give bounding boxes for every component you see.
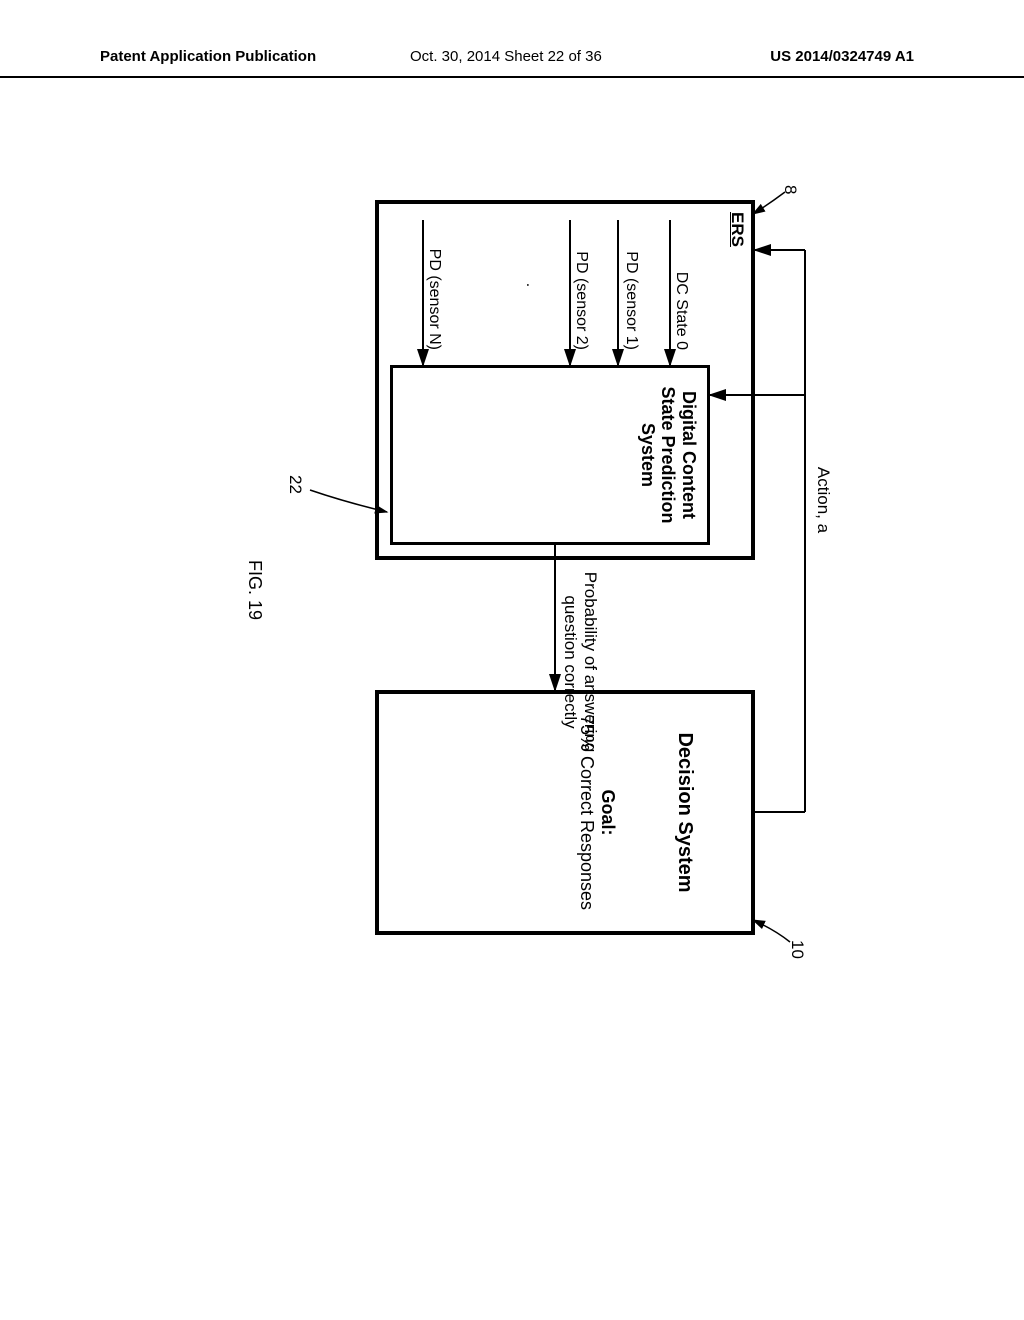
header-left: Patent Application Publication	[100, 48, 316, 65]
header-mid: Oct. 30, 2014 Sheet 22 of 36	[410, 48, 602, 65]
ref-decision: 10	[787, 940, 807, 959]
arrows-overlay	[130, 200, 865, 935]
diagram: ERS Digital Content State Prediction Sys…	[130, 200, 865, 935]
page-header: Patent Application Publication Oct. 30, …	[0, 48, 1024, 78]
header-right: US 2014/0324749 A1	[770, 48, 914, 65]
page: Patent Application Publication Oct. 30, …	[0, 0, 1024, 1320]
